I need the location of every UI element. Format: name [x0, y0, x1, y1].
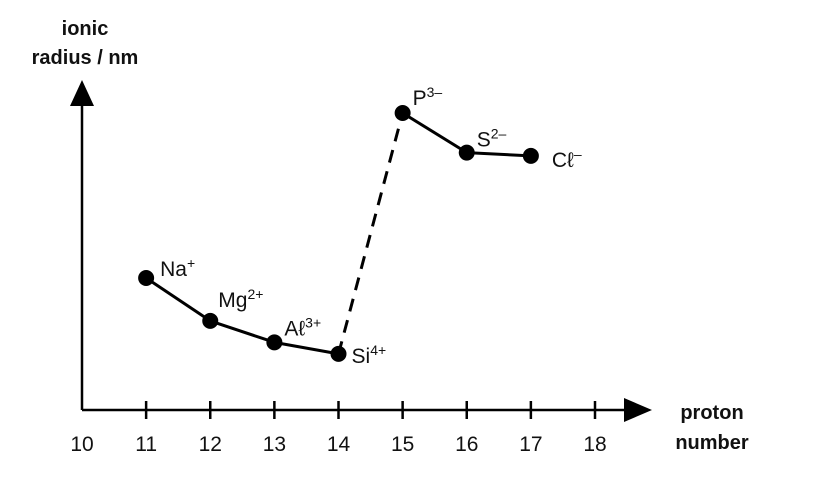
- dashed-connector-line: [337, 112, 405, 355]
- y-axis-title-line-2: radius / nm: [32, 47, 139, 69]
- x-ticks: 10 11 12 13 14 15 16 17 18: [70, 401, 607, 456]
- x-tick-label: 13: [263, 433, 286, 456]
- x-axis-title-line-2: number: [675, 432, 749, 454]
- x-tick-label: 17: [519, 433, 542, 456]
- ion-label: Mg2+: [218, 286, 263, 312]
- axes: [70, 80, 652, 422]
- x-axis-title: proton number: [675, 402, 749, 454]
- x-tick-label: 18: [583, 433, 606, 456]
- y-axis-title: ionic radius / nm: [32, 18, 139, 69]
- x-tick-label: 12: [199, 433, 222, 456]
- series-line-segment: [466, 151, 531, 158]
- ion-label: Cℓ–: [552, 146, 582, 172]
- y-axis-arrow: [70, 80, 94, 106]
- x-tick-label: 10: [70, 433, 93, 456]
- series-line-segment: [209, 319, 275, 344]
- series-line-segment: [145, 276, 212, 323]
- ion-label: Si4+: [352, 342, 387, 368]
- x-tick-label: 16: [455, 433, 478, 456]
- data-point: [138, 270, 155, 286]
- ion-label: Aℓ3+: [284, 314, 321, 340]
- series-line-segment: [401, 111, 468, 154]
- ion-label: Na+: [160, 255, 195, 281]
- data-point: [330, 345, 347, 362]
- x-tick-label: 15: [391, 433, 414, 456]
- data-labels: Na+ Mg2+ Aℓ3+ Si4+ P3– S2– Cℓ–: [160, 84, 582, 368]
- series-line-segment: [274, 340, 339, 356]
- x-axis-arrow: [624, 398, 652, 422]
- data-point: [458, 144, 475, 161]
- x-axis-title-line-1: proton: [680, 402, 743, 424]
- data-point: [522, 147, 539, 164]
- data-point: [266, 334, 283, 351]
- ion-label: S2–: [477, 126, 507, 152]
- data-points: [138, 105, 539, 362]
- x-tick-label: 11: [135, 433, 157, 456]
- data-point: [394, 105, 411, 121]
- data-point: [202, 312, 219, 329]
- ion-label: P3–: [413, 84, 443, 110]
- data-lines: [145, 111, 531, 356]
- x-tick-label: 14: [327, 433, 351, 456]
- y-axis-title-line-1: ionic: [62, 18, 109, 40]
